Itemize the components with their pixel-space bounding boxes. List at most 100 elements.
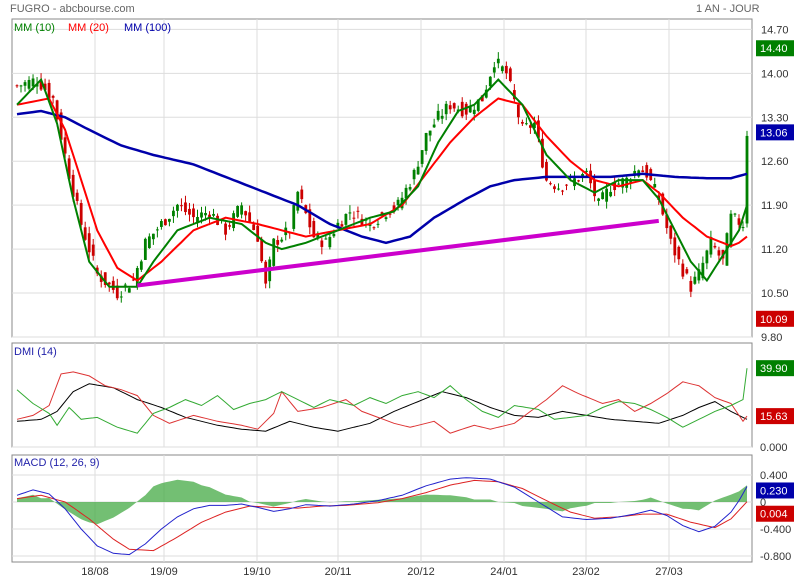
price-badge [756, 124, 794, 141]
candle-body [605, 188, 609, 202]
dmi-badge [756, 360, 794, 377]
candle-body [51, 95, 55, 98]
candle-body [91, 244, 95, 256]
y-tick-label: 11.20 [761, 244, 788, 256]
candle-body [693, 276, 697, 284]
candle-body [139, 261, 143, 270]
mm100-line [16, 109, 748, 245]
candle-body [645, 165, 649, 178]
candle-body [204, 212, 207, 216]
candle-body [296, 191, 300, 211]
candle-body [472, 109, 476, 114]
candle-body [561, 190, 564, 192]
candle-body [617, 183, 621, 185]
dmi-badge-label: 15.63 [760, 411, 788, 423]
candle-body [524, 123, 528, 125]
candle-body [585, 170, 588, 172]
dmi-title: DMI (14) [14, 346, 57, 358]
candle-body [280, 239, 284, 242]
dmi-plus-line [16, 368, 748, 434]
candle-body [15, 85, 19, 87]
panel-frame-1 [11, 18, 753, 338]
candle-body [432, 124, 436, 128]
candle-body [19, 85, 23, 87]
candle-body [476, 99, 480, 111]
y-tick-label: 0.000 [760, 442, 788, 454]
candle-body [272, 238, 276, 266]
candle-body [516, 104, 520, 118]
candle-body [436, 110, 440, 120]
candle-body [115, 285, 119, 299]
candle-body [641, 170, 645, 173]
y-tick-label: 14.00 [761, 68, 789, 80]
candle-body [264, 261, 268, 284]
macd-title: MACD (12, 26, 9) [14, 457, 100, 469]
candle-body [380, 212, 384, 215]
candle-body [416, 166, 420, 175]
candle-body [372, 227, 376, 229]
candle-body [685, 269, 689, 274]
adx-line [16, 383, 748, 432]
candle-body [500, 66, 504, 72]
y-tick-label: 9.80 [761, 332, 782, 344]
candle-body [176, 204, 179, 211]
candle-body [164, 219, 167, 226]
candle-body [549, 183, 552, 185]
candle-body [520, 121, 524, 124]
candle-body [709, 236, 713, 255]
candle-body [444, 103, 448, 115]
candle-body [717, 250, 721, 256]
macd-badge [756, 505, 794, 522]
candle-body [151, 233, 155, 240]
candle-body [629, 181, 633, 183]
candle-body [557, 188, 560, 190]
candle-body [324, 238, 328, 240]
candle-body [71, 174, 75, 197]
y-tick-label: 0.400 [760, 470, 788, 482]
y-tick-label: 11.90 [761, 200, 788, 212]
price-badge-label: 14.40 [760, 43, 788, 55]
candle-body [103, 272, 107, 285]
candle-body [468, 106, 472, 113]
macd-badge-label: 0.230 [760, 485, 788, 497]
candle-body [232, 213, 235, 229]
panel-frame-3 [11, 454, 753, 563]
legend-entry: MM (100) [124, 22, 171, 34]
candle-body [705, 250, 709, 264]
y-tick-label: 14.70 [761, 24, 789, 36]
candle-body [332, 233, 336, 237]
candle-body [260, 239, 264, 262]
candle-body [244, 211, 248, 216]
candle-body [408, 187, 412, 190]
y-tick-label: -0.400 [760, 524, 791, 536]
candle-body [192, 208, 195, 218]
candle-body [360, 218, 364, 226]
candle-body [340, 224, 344, 227]
candle-body [172, 210, 175, 217]
candle-body [123, 284, 127, 286]
price-badge-label: 13.06 [760, 127, 788, 139]
candle-body [488, 76, 492, 87]
x-tick-label: 20/12 [407, 566, 435, 578]
candle-body [348, 212, 352, 214]
candle-body [577, 180, 580, 182]
macd-line [16, 477, 748, 556]
candle-body [673, 237, 677, 256]
candle-body [448, 105, 452, 110]
candle-body [43, 83, 47, 91]
candle-body [224, 223, 227, 235]
candle-body [196, 216, 199, 224]
dmi-badge [756, 408, 794, 425]
candle-body [356, 210, 360, 212]
candle-body [155, 229, 159, 231]
candle-body [67, 158, 71, 179]
candle-body [665, 214, 669, 229]
candle-body [79, 203, 83, 225]
x-tick-label: 19/09 [150, 566, 178, 578]
x-tick-label: 20/11 [325, 566, 352, 578]
candle-body [661, 193, 665, 215]
price-badge [756, 310, 794, 327]
candle-body [63, 137, 67, 154]
y-tick-label: 0 [760, 497, 766, 509]
